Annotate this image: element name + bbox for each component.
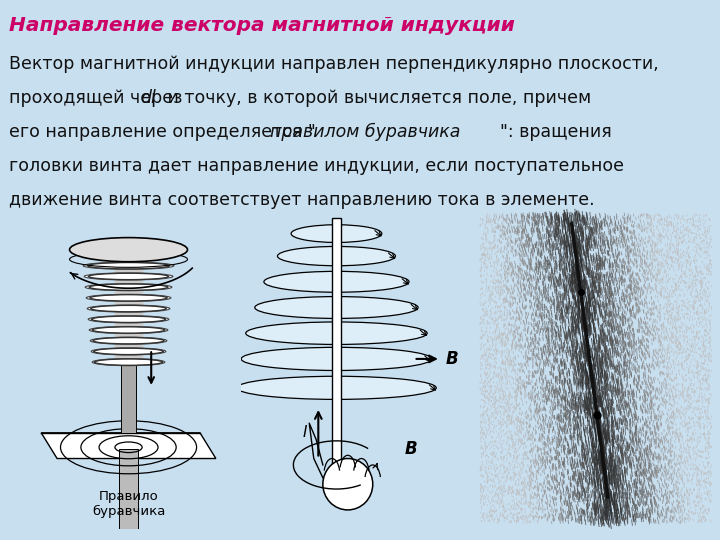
Text: ": вращения: ": вращения xyxy=(500,123,612,141)
Ellipse shape xyxy=(89,316,169,323)
Text: I: I xyxy=(302,426,307,440)
Ellipse shape xyxy=(84,262,174,269)
Text: движение винта соответствует направлению тока в элементе.: движение винта соответствует направлению… xyxy=(9,191,594,209)
Text: и точку, в которой вычисляется поле, причем: и точку, в которой вычисляется поле, при… xyxy=(162,89,591,107)
Text: его направление определяется ": его направление определяется " xyxy=(9,123,315,141)
Polygon shape xyxy=(333,218,341,481)
Ellipse shape xyxy=(241,347,432,370)
Text: Направление вектора магнитной индукции: Направление вектора магнитной индукции xyxy=(9,16,515,36)
Ellipse shape xyxy=(323,458,373,510)
Polygon shape xyxy=(115,266,142,362)
Polygon shape xyxy=(41,433,216,458)
Text: dl: dl xyxy=(140,89,156,107)
Ellipse shape xyxy=(87,305,170,312)
Ellipse shape xyxy=(91,348,166,355)
Text: головки винта дает направление индукции, если поступательное: головки винта дает направление индукции,… xyxy=(9,157,624,175)
Text: B: B xyxy=(405,440,417,458)
Ellipse shape xyxy=(291,225,382,242)
Ellipse shape xyxy=(89,327,168,334)
Ellipse shape xyxy=(264,272,409,292)
Text: Вектор магнитной индукции направлен перпендикулярно плоскости,: Вектор магнитной индукции направлен перп… xyxy=(9,56,658,73)
Ellipse shape xyxy=(70,238,187,262)
Polygon shape xyxy=(120,449,138,529)
Ellipse shape xyxy=(255,296,418,319)
Ellipse shape xyxy=(277,246,395,266)
Ellipse shape xyxy=(84,273,173,280)
Ellipse shape xyxy=(90,337,167,344)
Ellipse shape xyxy=(246,322,427,345)
Polygon shape xyxy=(121,362,136,433)
Ellipse shape xyxy=(92,359,165,366)
Text: В: В xyxy=(445,350,458,368)
Ellipse shape xyxy=(85,284,172,291)
Ellipse shape xyxy=(237,376,436,400)
Text: правилом буравчика: правилом буравчика xyxy=(270,123,460,141)
Text: Правило
буравчика: Правило буравчика xyxy=(92,490,165,518)
Ellipse shape xyxy=(86,294,171,301)
Text: проходящей через: проходящей через xyxy=(9,89,187,107)
